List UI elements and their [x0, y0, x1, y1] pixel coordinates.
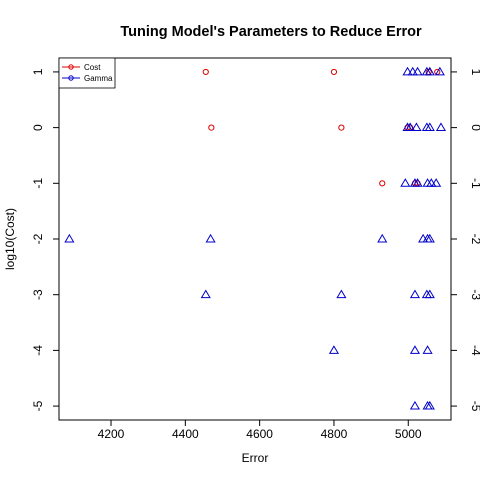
plot-area-frame: [58, 57, 452, 421]
y-tick-label-left: -5: [31, 400, 45, 411]
x-axis: 4200 4400 4600 4800 5000: [98, 420, 422, 441]
y-tick-label-right: -1: [469, 178, 480, 189]
gamma-point: [424, 122, 435, 132]
gamma-point: [424, 289, 435, 299]
gamma-point: [422, 345, 433, 354]
gamma-point: [328, 345, 340, 354]
gamma-point: [435, 122, 447, 132]
y-tick-label-left: -4: [31, 345, 45, 356]
data-points: [64, 66, 447, 410]
gamma-point: [424, 400, 435, 410]
chart-title: Tuning Model's Parameters to Reduce Erro…: [120, 24, 422, 40]
gamma-point: [205, 233, 216, 243]
gamma-point: [424, 233, 435, 243]
cost-point: [338, 124, 345, 131]
gamma-point: [424, 66, 435, 76]
y-tick-label-right: -2: [469, 234, 480, 245]
gamma-point: [409, 289, 421, 299]
y-axis-right: 1 0 -1 -2 -3 -4 -5: [451, 69, 480, 412]
y-tick-label-right: -5: [469, 401, 480, 412]
cost-point: [202, 68, 209, 76]
gamma-point: [336, 289, 347, 299]
x-axis-label: Error: [242, 451, 269, 465]
x-tick-label: 4600: [246, 427, 273, 441]
cost-point: [379, 180, 386, 187]
gamma-point: [409, 400, 421, 410]
gamma-point: [402, 66, 413, 76]
legend: Cost Gamma: [58, 57, 116, 89]
x-tick-label: 4800: [321, 427, 348, 441]
legend-gamma-marker: [68, 75, 74, 81]
gamma-point: [434, 66, 445, 76]
legend-gamma-label: Gamma: [84, 74, 113, 83]
y-tick-label-right: 1: [469, 69, 480, 76]
x-tick-label: 5000: [395, 427, 422, 441]
y-tick-label-right: -4: [469, 345, 480, 356]
x-tick-label: 4400: [172, 427, 199, 441]
x-tick-label: 4200: [98, 427, 125, 441]
gamma-point: [200, 289, 211, 299]
y-tick-label-left: -1: [31, 178, 45, 189]
gamma-point: [409, 345, 421, 354]
gamma-point: [407, 66, 418, 76]
gamma-point: [411, 122, 422, 132]
y-tick-label-left: -2: [31, 233, 45, 244]
y-tick-label-right: 0: [469, 124, 480, 131]
y-tick-label-left: 0: [31, 124, 45, 131]
gamma-point: [405, 122, 416, 132]
legend-cost-label: Cost: [84, 63, 101, 72]
gamma-point: [64, 233, 75, 243]
gamma-point: [431, 178, 442, 187]
y-tick-label-left: -3: [31, 289, 45, 300]
gamma-point: [426, 178, 437, 187]
gamma-point: [421, 289, 432, 299]
y-tick-label-left: 1: [31, 68, 45, 75]
gamma-point: [377, 233, 388, 243]
gamma-point: [421, 122, 432, 132]
y-axis-label: log10(Cost): [3, 208, 17, 270]
gamma-point: [412, 66, 423, 76]
legend-box: [58, 57, 116, 89]
gamma-point: [400, 178, 411, 187]
cost-point: [330, 68, 338, 76]
y-tick-label-right: -3: [469, 289, 480, 300]
cost-point: [208, 124, 215, 131]
gamma-point: [412, 178, 423, 187]
legend-cost-marker: [68, 64, 74, 70]
y-axis-left: 1 0 -1 -2 -3 -4 -5: [31, 68, 59, 411]
